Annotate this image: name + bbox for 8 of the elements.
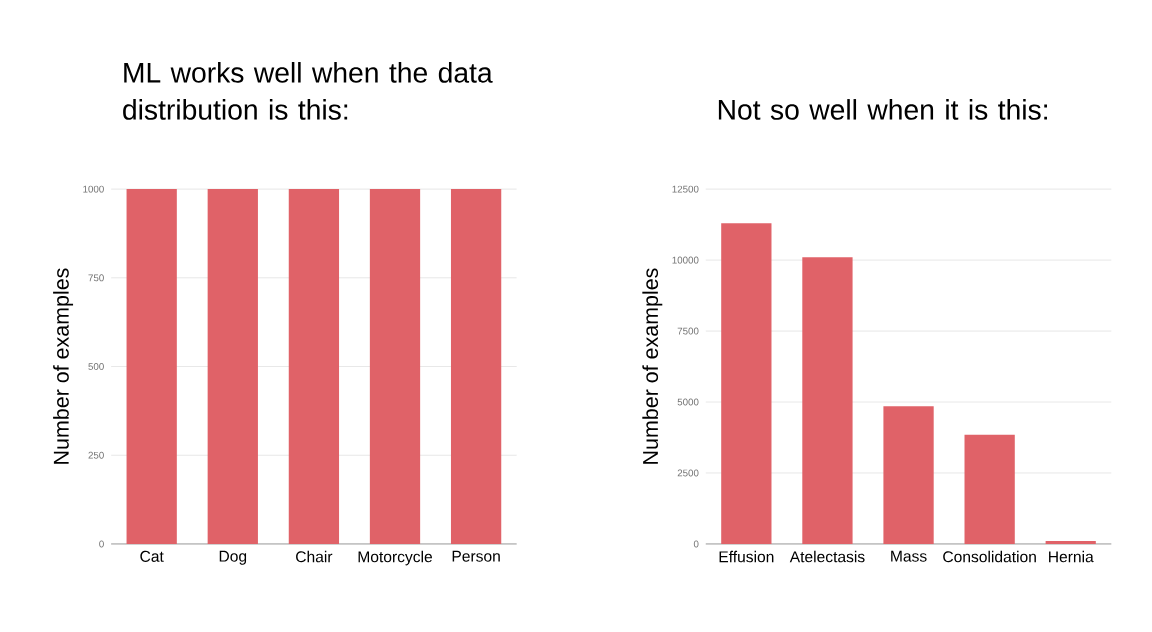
bar (721, 223, 772, 545)
bar (883, 406, 934, 545)
chart-title: Not so well when it is this: (718, 99, 1047, 120)
chart-title: ML works well when the data distribution is this: (123, 62, 493, 120)
bar (964, 434, 1015, 545)
y-axis-title: Number of examples (53, 268, 74, 464)
bar (802, 257, 853, 545)
y-axis-title: Number of examples (642, 268, 663, 464)
